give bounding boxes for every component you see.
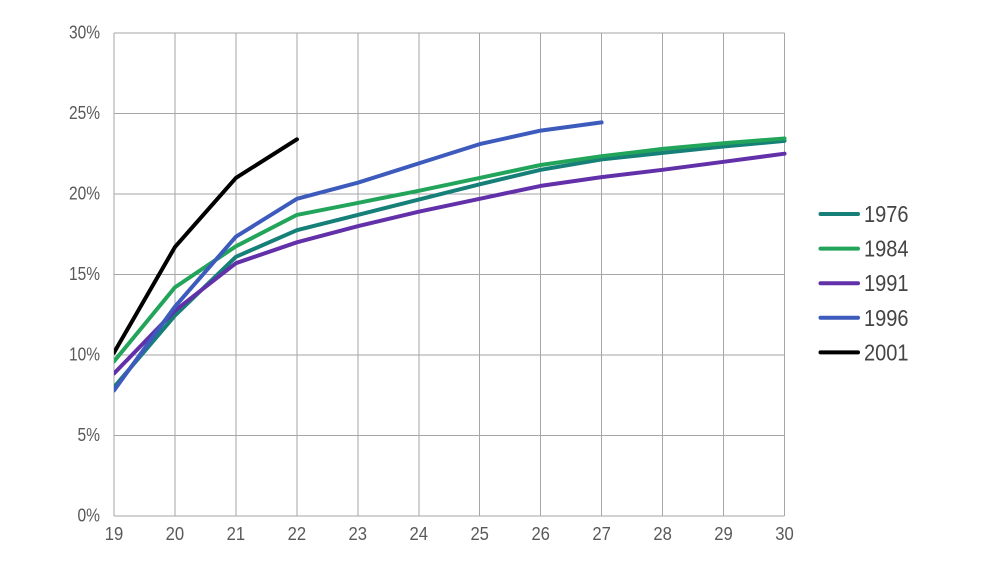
svg-text:25: 25 [470,524,489,544]
svg-text:30: 30 [775,524,794,544]
svg-text:26: 26 [531,524,550,544]
svg-text:28: 28 [653,524,672,544]
svg-text:21: 21 [227,524,246,544]
svg-text:1996: 1996 [864,305,909,331]
svg-text:1991: 1991 [864,270,909,296]
svg-text:23: 23 [349,524,368,544]
svg-text:5%: 5% [78,425,101,445]
svg-text:20%: 20% [69,184,100,204]
svg-text:1984: 1984 [864,236,909,262]
svg-text:22: 22 [288,524,307,544]
svg-text:20: 20 [166,524,185,544]
svg-text:15%: 15% [69,264,100,284]
svg-text:10%: 10% [69,345,100,365]
svg-text:1976: 1976 [864,201,909,227]
svg-text:0%: 0% [78,506,101,526]
svg-text:2001: 2001 [864,339,909,365]
svg-text:24: 24 [410,524,429,544]
svg-text:27: 27 [592,524,611,544]
svg-text:29: 29 [714,524,733,544]
svg-text:25%: 25% [69,103,100,123]
svg-text:30%: 30% [69,23,100,43]
svg-text:19: 19 [105,524,124,544]
